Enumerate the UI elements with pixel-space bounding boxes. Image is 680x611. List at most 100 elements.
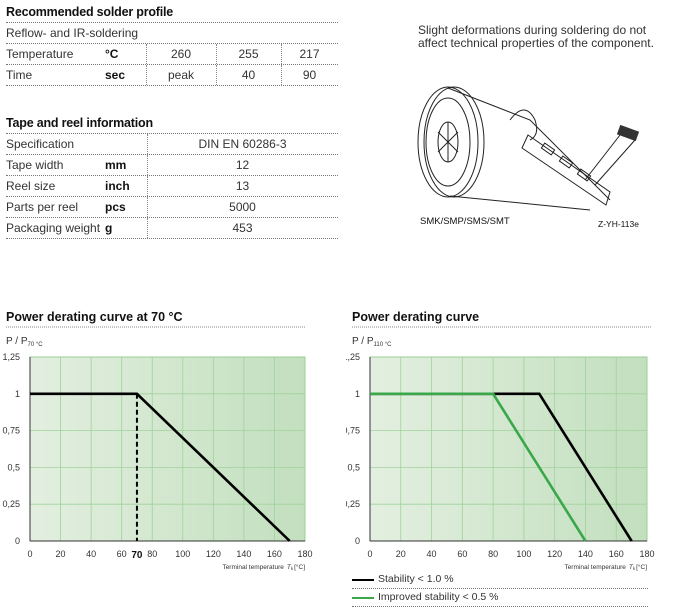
y-tick-label: 0,5 — [347, 462, 360, 472]
table-row: Parts per reel pcs 5000 — [6, 197, 338, 218]
x-tick-label: 180 — [297, 549, 312, 559]
column-divider — [216, 65, 217, 85]
y-tick-label: 0 — [15, 536, 20, 546]
legend-label: Stability < 1.0 % — [378, 573, 454, 585]
row-label: Parts per reel — [6, 200, 79, 214]
tape-reel-table: Specification DIN EN 60286-3 Tape width m… — [6, 133, 338, 239]
table-row: Packaging weight g 453 — [6, 218, 338, 239]
row-label: Reel size — [6, 179, 56, 193]
chart-title: Power derating curve — [352, 310, 479, 324]
row-label: Temperature — [6, 47, 74, 61]
y-axis-label-sub: 110 °C — [374, 342, 393, 348]
soldering-note: Slight deformations during soldering do … — [418, 23, 654, 50]
row-value: 12 — [235, 158, 250, 172]
x-tick-label: 0 — [367, 549, 372, 559]
tape-reel-illustration: SMK/SMP/SMS/SMT Z-YH-113e — [417, 86, 640, 229]
y-tick-label: 0,25 — [2, 499, 20, 509]
x-tick-label: 140 — [236, 549, 251, 559]
row-unit: sec — [105, 68, 126, 82]
row-label: Specification — [6, 137, 75, 151]
table-row: Reel size inch 13 — [6, 176, 338, 197]
y-tick-label: 0,75 — [2, 426, 20, 436]
column-divider — [146, 44, 147, 64]
x-tick-label: 100 — [175, 549, 190, 559]
row-value: 90 — [302, 68, 317, 82]
y-tick-label: 0,5 — [7, 462, 20, 472]
x-axis-label: Terminal temperature Tk[°C] — [564, 563, 647, 571]
legend-item-improved-stability: Improved stability < 0.5 % — [352, 588, 648, 607]
y-tick-label: 1 — [15, 389, 20, 399]
row-unit: mm — [105, 158, 127, 172]
row-unit: g — [105, 221, 113, 235]
row-value: peak — [167, 68, 195, 82]
legend-swatch-black — [352, 579, 374, 581]
column-divider — [281, 65, 282, 85]
row-value: 40 — [241, 68, 256, 82]
column-divider — [147, 155, 148, 175]
x-tick-label: 180 — [639, 549, 654, 559]
column-divider — [281, 44, 282, 64]
column-divider — [147, 197, 148, 217]
chip-icon — [616, 124, 640, 142]
column-divider — [147, 218, 148, 238]
x-tick-label: 20 — [56, 549, 66, 559]
row-value: DIN EN 60286-3 — [198, 137, 287, 151]
table-row: Specification DIN EN 60286-3 — [6, 133, 338, 155]
table-row: Time sec peak 40 90 — [6, 65, 338, 86]
row-value: 13 — [235, 179, 250, 193]
column-divider — [216, 44, 217, 64]
row-label: Time — [6, 68, 33, 82]
legend-swatch-green — [352, 597, 374, 599]
table-row: Reflow- and IR-soldering — [6, 22, 338, 44]
series-caption: SMK/SMP/SMS/SMT — [420, 216, 510, 227]
column-divider — [147, 134, 148, 154]
y-axis-label-sub: 70 °C — [28, 342, 44, 348]
y-tick-label: 1 — [355, 389, 360, 399]
x-tick-label: 100 — [516, 549, 531, 559]
legend-item-stability: Stability < 1.0 % — [352, 570, 648, 589]
y-axis-label: P / P110 °C — [352, 336, 392, 348]
column-divider — [147, 176, 148, 196]
plot-area — [369, 356, 648, 542]
drawing-code: Z-YH-113e — [598, 219, 639, 229]
x-tick-label: 140 — [578, 549, 593, 559]
x-tick-label: 60 — [117, 549, 127, 559]
x-tick-label: 0 — [27, 549, 32, 559]
solder-method: Reflow- and IR-soldering — [6, 26, 139, 40]
y-tick-label: 0,75 — [346, 426, 360, 436]
x-tick-label: 80 — [147, 549, 157, 559]
x-tick-label: 40 — [86, 549, 96, 559]
chart-title: Power derating curve at 70 °C — [6, 310, 183, 324]
plot-area — [29, 356, 306, 542]
x-tick-label: 160 — [267, 549, 282, 559]
tape-reel-title: Tape and reel information — [6, 116, 153, 130]
x-axis-label: Terminal temperature Tk[°C] — [222, 563, 305, 571]
x-tick-label: 120 — [206, 549, 221, 559]
row-value: 255 — [238, 47, 259, 61]
x-tick-label: 60 — [457, 549, 467, 559]
legend-label: Improved stability < 0.5 % — [378, 591, 499, 603]
table-row: Tape width mm 12 — [6, 155, 338, 176]
y-tick-label: 1,25 — [346, 352, 360, 362]
row-label: Tape width — [6, 158, 64, 172]
row-value: 453 — [232, 221, 253, 235]
x-tick-label: 160 — [609, 549, 624, 559]
table-row: Temperature °C 260 255 217 — [6, 44, 338, 65]
y-axis-label: P / P70 °C — [6, 336, 43, 348]
y-tick-label: 0,25 — [346, 499, 360, 509]
y-tick-label: 1,25 — [2, 352, 20, 362]
column-divider — [146, 65, 147, 85]
solder-profile-title: Recommended solder profile — [6, 5, 174, 19]
x-tick-label: 20 — [396, 549, 406, 559]
row-value: 260 — [170, 47, 192, 61]
x-tick-label: 120 — [547, 549, 562, 559]
row-unit: inch — [105, 179, 130, 193]
row-unit: °C — [105, 47, 119, 61]
row-value: 217 — [299, 47, 320, 61]
solder-profile-table: Reflow- and IR-soldering Temperature °C 2… — [6, 22, 338, 86]
series-line — [30, 392, 291, 542]
y-tick-label: 0 — [355, 536, 360, 546]
row-label: Packaging weight — [6, 221, 101, 235]
row-unit: pcs — [105, 200, 126, 214]
